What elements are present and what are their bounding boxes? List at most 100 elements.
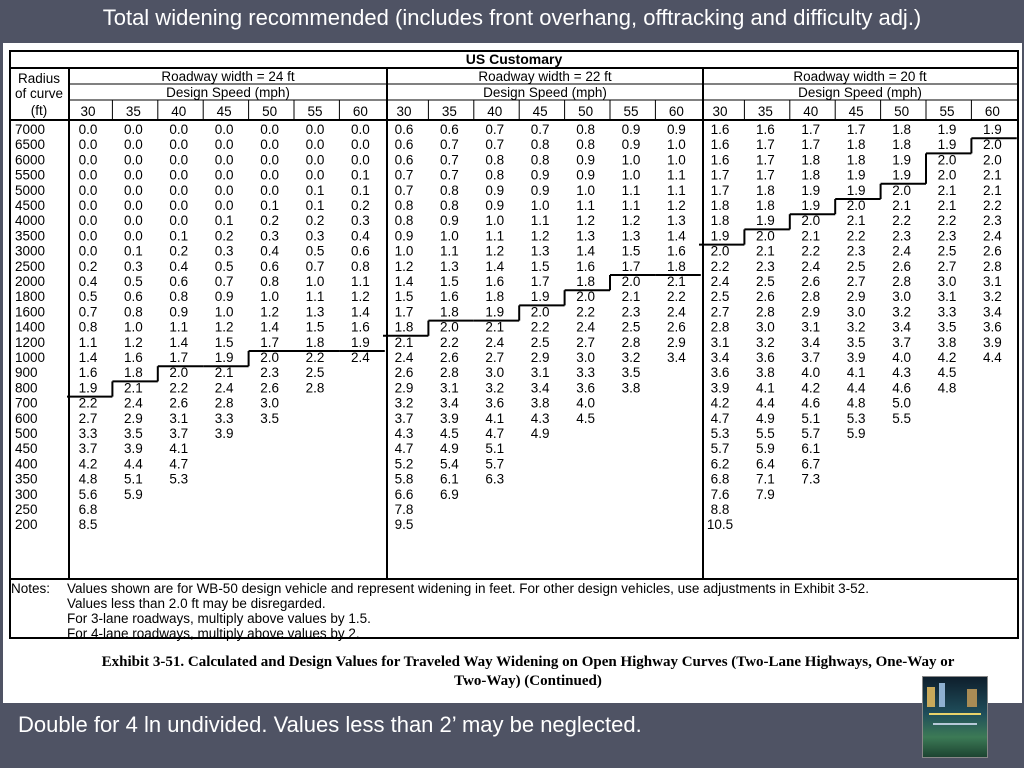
widening-value: 3.0 xyxy=(938,274,957,289)
widening-value: 1.9 xyxy=(79,380,98,395)
widening-value: 0.6 xyxy=(260,259,279,274)
widening-value: 2.6 xyxy=(169,396,188,411)
widening-value: 1.9 xyxy=(531,289,550,304)
widening-value: 2.3 xyxy=(892,228,911,243)
widening-value: 5.5 xyxy=(756,426,775,441)
book-cover-thumbnail xyxy=(922,676,988,758)
widening-value: 2.4 xyxy=(485,335,504,350)
widening-value: 4.1 xyxy=(169,441,188,456)
widening-value: 0.0 xyxy=(215,152,234,167)
widening-value: 3.6 xyxy=(756,350,775,365)
widening-value: 1.2 xyxy=(260,304,279,319)
widening-value: 4.2 xyxy=(801,380,820,395)
widening-value: 6.1 xyxy=(801,441,820,456)
widening-value: 1.6 xyxy=(756,122,775,137)
widening-value: 2.8 xyxy=(306,380,325,395)
speed-header: 55 xyxy=(939,104,954,119)
widening-value: 1.4 xyxy=(169,335,188,350)
widening-value: 4.8 xyxy=(847,396,866,411)
radius-value: 5000 xyxy=(15,183,45,198)
widening-value: 0.9 xyxy=(485,198,504,213)
widening-value: 3.6 xyxy=(711,365,730,380)
widening-value: 1.9 xyxy=(711,228,730,243)
widening-value: 4.7 xyxy=(395,441,414,456)
widening-value: 1.3 xyxy=(440,259,459,274)
widening-value: 3.3 xyxy=(79,426,98,441)
widening-value: 2.1 xyxy=(395,335,414,350)
widening-value: 2.1 xyxy=(215,365,234,380)
widening-value: 1.6 xyxy=(485,274,504,289)
radius-value: 6500 xyxy=(15,137,45,152)
widening-value: 2.0 xyxy=(711,244,730,259)
widening-value: 0.7 xyxy=(306,259,325,274)
widening-value: 1.2 xyxy=(395,259,414,274)
widening-value: 1.7 xyxy=(169,350,188,365)
radius-value: 1600 xyxy=(15,304,45,319)
widening-value: 2.8 xyxy=(801,289,820,304)
widening-value: 0.8 xyxy=(531,152,550,167)
widening-value: 2.4 xyxy=(711,274,730,289)
widening-value: 1.8 xyxy=(801,152,820,167)
widening-value: 4.2 xyxy=(79,456,98,471)
widening-value: 0.8 xyxy=(79,320,98,335)
widening-value: 2.0 xyxy=(622,274,641,289)
widening-value: 2.8 xyxy=(215,396,234,411)
widening-value: 5.1 xyxy=(801,411,820,426)
widening-value: 4.2 xyxy=(711,396,730,411)
widening-value: 0.7 xyxy=(395,183,414,198)
widening-value: 0.0 xyxy=(79,198,98,213)
widening-value: 2.2 xyxy=(801,244,820,259)
widening-value: 2.0 xyxy=(576,289,595,304)
widening-value: 7.9 xyxy=(756,487,775,502)
widening-value: 3.3 xyxy=(938,304,957,319)
widening-value: 2.8 xyxy=(892,274,911,289)
widening-value: 3.5 xyxy=(938,320,957,335)
design-speed-label: Design Speed (mph) xyxy=(166,85,290,100)
widening-value: 3.0 xyxy=(485,365,504,380)
radius-value: 5500 xyxy=(15,168,45,183)
widening-value: 0.2 xyxy=(169,244,188,259)
widening-value: 1.5 xyxy=(622,244,641,259)
widening-value: 5.6 xyxy=(79,487,98,502)
widening-value: 1.7 xyxy=(756,168,775,183)
widening-value: 3.2 xyxy=(847,320,866,335)
widening-value: 1.1 xyxy=(169,320,188,335)
widening-value: 3.2 xyxy=(756,335,775,350)
widening-value: 8.5 xyxy=(79,517,98,532)
widening-value: 2.0 xyxy=(756,228,775,243)
widening-value: 2.2 xyxy=(576,304,595,319)
widening-value: 0.1 xyxy=(124,244,143,259)
widening-value: 4.0 xyxy=(892,350,911,365)
widening-value: 0.9 xyxy=(169,304,188,319)
widening-value: 1.2 xyxy=(576,213,595,228)
widening-value: 6.8 xyxy=(711,472,730,487)
widening-value: 5.1 xyxy=(485,441,504,456)
widening-value: 0.4 xyxy=(351,228,370,243)
radius-value: 1800 xyxy=(15,289,45,304)
widening-value: 2.2 xyxy=(938,213,957,228)
widening-value: 2.0 xyxy=(801,213,820,228)
widening-value: 2.1 xyxy=(667,274,686,289)
widening-value: 0.9 xyxy=(215,289,234,304)
widening-value: 0.7 xyxy=(531,122,550,137)
widening-value: 0.0 xyxy=(79,168,98,183)
widening-value: 3.8 xyxy=(756,365,775,380)
widening-value: 0.0 xyxy=(215,183,234,198)
widening-value: 2.4 xyxy=(215,380,234,395)
widening-value: 2.4 xyxy=(124,396,143,411)
widening-value: 4.0 xyxy=(576,396,595,411)
widening-value: 1.8 xyxy=(756,183,775,198)
widening-value: 0.0 xyxy=(215,168,234,183)
widening-value: 5.7 xyxy=(711,441,730,456)
widening-value: 1.1 xyxy=(440,244,459,259)
radius-value: 3000 xyxy=(15,244,45,259)
widening-value: 2.6 xyxy=(667,320,686,335)
widening-value: 1.2 xyxy=(215,320,234,335)
widening-value: 1.4 xyxy=(351,304,370,319)
widening-value: 2.0 xyxy=(260,350,279,365)
radius-value: 1200 xyxy=(15,335,45,350)
widening-value: 1.7 xyxy=(531,274,550,289)
widening-value: 1.5 xyxy=(215,335,234,350)
widening-value: 10.5 xyxy=(707,517,733,532)
widening-value: 1.1 xyxy=(576,198,595,213)
